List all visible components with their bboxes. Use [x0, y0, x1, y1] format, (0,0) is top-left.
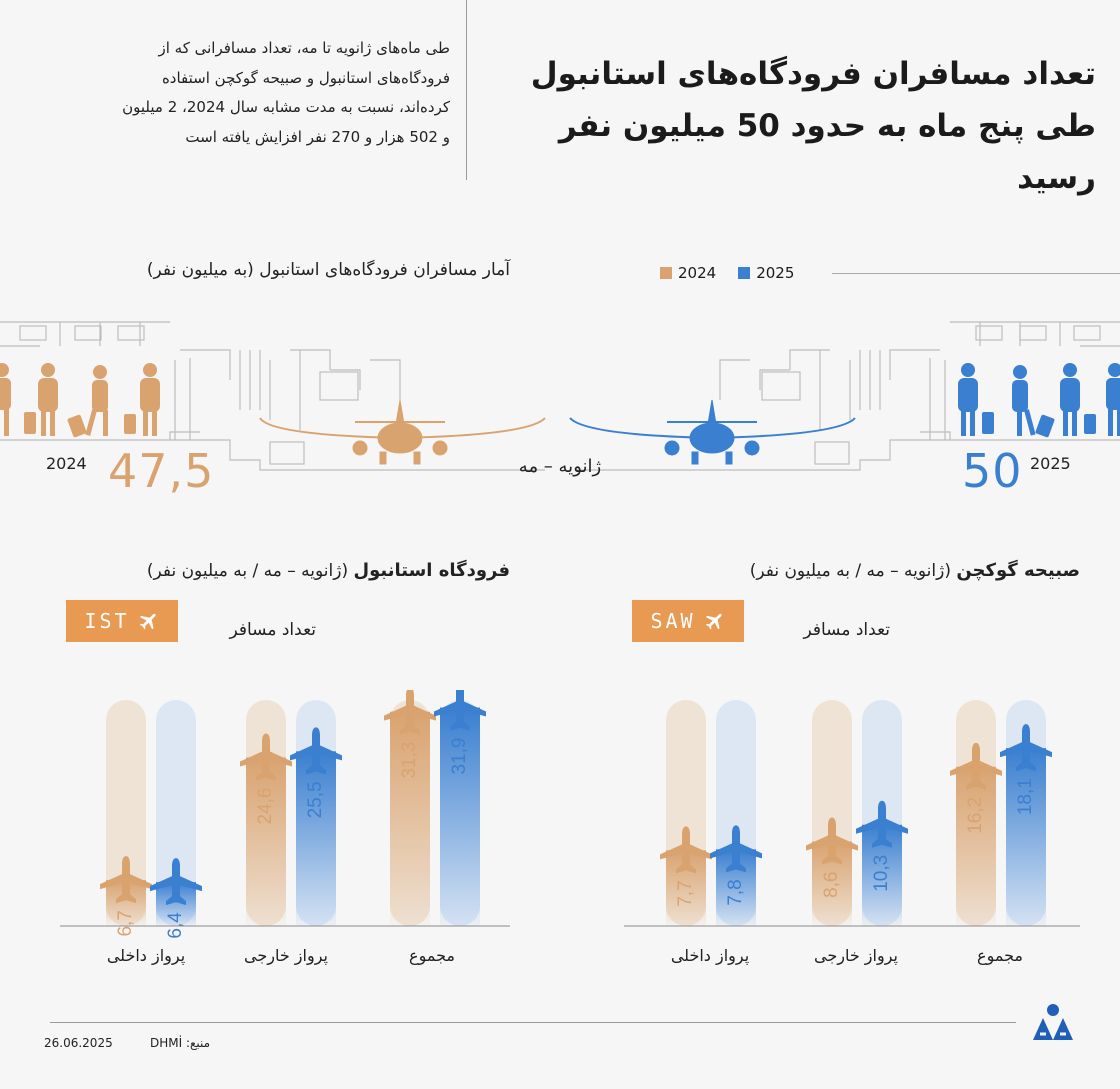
ist-cat-total: مجموع [409, 946, 455, 965]
saw-title-bold: صبیحه گوکچن [956, 560, 1080, 581]
airplane-icon [384, 690, 436, 735]
ist-title-bold: فرودگاه استانبول [353, 560, 510, 581]
overview-value-2025: 50 [962, 444, 1023, 498]
overview-year-2025: 2025 [1030, 454, 1071, 473]
overview-year-2024: 2024 [46, 454, 87, 473]
saw-value-label: 7,7 [675, 880, 696, 906]
saw-subtitle: تعداد مسافر [803, 620, 890, 640]
ist-bar-2025 [296, 751, 336, 926]
plane-2025-icon [569, 399, 856, 465]
airplane-icon [434, 690, 486, 731]
airplane-icon [856, 800, 908, 848]
ist-title-rest: (ژانویه – مه / به میلیون نفر) [146, 561, 354, 581]
ist-value-label: 31,3 [399, 742, 420, 779]
passengers-2025-icon [958, 363, 1120, 438]
ist-code: IST [84, 609, 130, 633]
airplane-icon [950, 742, 1002, 790]
airplane-icon [660, 826, 712, 874]
left-terminal-lineart [0, 321, 545, 471]
footer-date: 26.06.2025 [44, 1036, 113, 1050]
ist-section-title: فرودگاه استانبول (ژانویه – مه / به میلیو… [40, 560, 510, 581]
airplane-icon [150, 858, 202, 906]
overview-period: ژانویه – مه [518, 456, 602, 477]
airplane-icon [290, 727, 342, 775]
ist-cat-international: پرواز خارجی [244, 946, 328, 965]
airplane-icon [139, 613, 156, 630]
saw-value-label: 8,6 [821, 871, 842, 897]
saw-value-label: 16,2 [965, 797, 986, 834]
saw-bar-2024 [956, 766, 996, 926]
ist-bar-2024 [390, 711, 430, 926]
saw-title-rest: (ژانویه – مه / به میلیون نفر) [749, 561, 957, 581]
legend: 2024 2025 [660, 264, 794, 282]
intro-text: طی ماه‌های ژانویه تا مه، تعداد مسافرانی … [30, 34, 450, 152]
aa-logo-icon [1033, 1004, 1073, 1040]
ist-cat-domestic: پرواز داخلی [106, 946, 186, 965]
ist-bar-chart: 6,7 6,4 24,6 25,5 31,3 31,9 [60, 690, 510, 939]
airplane-icon [710, 825, 762, 873]
legend-item-2024: 2024 [660, 264, 716, 282]
saw-value-label: 7,8 [725, 879, 746, 905]
ist-bar-2024 [246, 757, 286, 926]
ist-value-label: 6,7 [115, 910, 136, 936]
legend-rule [832, 273, 1120, 274]
legend-swatch-2025 [738, 267, 751, 279]
ist-subtitle: تعداد مسافر [229, 620, 316, 640]
saw-bar-2025 [1006, 748, 1046, 926]
ist-bar-track [156, 700, 196, 926]
airplane-icon [705, 613, 722, 630]
saw-bar-chart: 7,7 7,8 8,6 10,3 16,2 18,1 [624, 700, 1080, 927]
legend-swatch-2024 [660, 267, 672, 279]
overview-value-2024: 47,5 [108, 444, 215, 498]
saw-code-badge: SAW [632, 600, 744, 642]
saw-cat-domestic: پرواز داخلی [670, 946, 750, 965]
header-divider [466, 0, 467, 180]
intro-line: کرده‌اند، نسبت به مدت مشابه سال 2024، 2 … [122, 98, 450, 116]
right-terminal-lineart [575, 321, 1120, 471]
overview-illustration [0, 321, 1120, 471]
legend-label-2024: 2024 [678, 264, 717, 282]
ist-value-label: 24,6 [255, 788, 276, 825]
airplane-icon [806, 817, 858, 865]
airplane-icon [1000, 724, 1052, 772]
legend-item-2025: 2025 [738, 264, 794, 282]
passengers-2024-icon [0, 363, 160, 438]
saw-cat-total: مجموع [977, 946, 1023, 965]
footer-rule [50, 1022, 1016, 1023]
saw-section-title: صبیحه گوکچن (ژانویه – مه / به میلیون نفر… [600, 560, 1080, 581]
legend-label-2025: 2025 [756, 264, 795, 282]
footer-source: منبع: DHMİ [150, 1036, 211, 1050]
airplane-icon [100, 856, 152, 904]
saw-code: SAW [650, 609, 696, 633]
ist-code-badge: IST [66, 600, 178, 642]
intro-line: طی ماه‌های ژانویه تا مه، تعداد مسافرانی … [158, 39, 451, 57]
airplane-icon [240, 733, 292, 781]
ist-value-label: 25,5 [305, 781, 326, 818]
main-title: تعداد مسافران فرودگاه‌های استانبول طی پن… [476, 48, 1096, 204]
saw-value-label: 18,1 [1015, 778, 1036, 815]
overview-title: آمار مسافران فرودگاه‌های استانبول (به می… [146, 260, 510, 280]
ist-value-label: 31,9 [449, 738, 470, 775]
ist-bar-2025 [440, 707, 480, 926]
intro-line: فرودگاه‌های استانبول و صبیحه گوکچن استفا… [161, 68, 450, 87]
ist-value-label: 6,4 [165, 912, 186, 939]
title-line-2: طی پنج ماه به حدود 50 میلیون نفر رسید [558, 108, 1096, 196]
intro-line: و 502 هزار و 270 نفر افزایش یافته است [185, 127, 450, 146]
plane-2024-icon [259, 399, 546, 465]
ist-bar-track [106, 700, 146, 926]
saw-value-label: 10,3 [871, 855, 892, 892]
saw-cat-international: پرواز خارجی [814, 946, 898, 965]
title-line-1: تعداد مسافران فرودگاه‌های استانبول [530, 56, 1096, 92]
